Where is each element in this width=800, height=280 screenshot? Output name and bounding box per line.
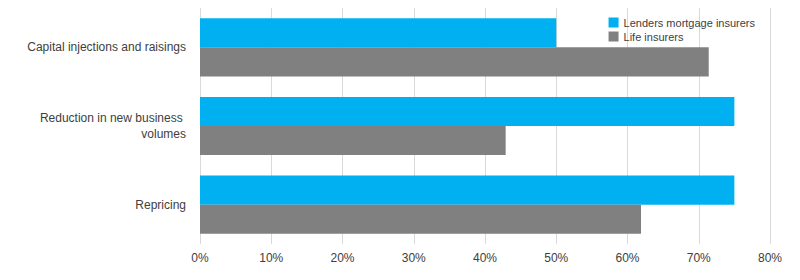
svg-text:30%: 30% xyxy=(402,251,426,265)
svg-text:Life insurers: Life insurers xyxy=(624,31,684,43)
svg-text:volumes: volumes xyxy=(141,127,186,141)
svg-text:0%: 0% xyxy=(191,251,209,265)
svg-text:Lenders mortgage insurers: Lenders mortgage insurers xyxy=(624,17,756,29)
svg-text:Reduction in new business: Reduction in new business xyxy=(40,111,186,125)
svg-text:70%: 70% xyxy=(687,251,711,265)
svg-text:50%: 50% xyxy=(544,251,568,265)
svg-text:Repricing: Repricing xyxy=(135,198,186,212)
svg-text:10%: 10% xyxy=(259,251,283,265)
svg-text:Capital injections and raising: Capital injections and raisings xyxy=(27,40,186,54)
svg-text:40%: 40% xyxy=(473,251,497,265)
svg-text:20%: 20% xyxy=(330,251,354,265)
svg-text:80%: 80% xyxy=(758,251,782,265)
svg-text:60%: 60% xyxy=(615,251,639,265)
